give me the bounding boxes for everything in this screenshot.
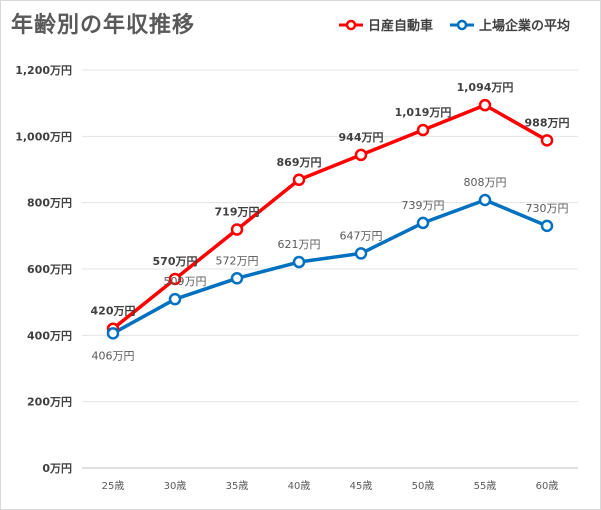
data-point-0 xyxy=(540,134,554,147)
y-tick-label: 200万円 xyxy=(27,396,72,409)
legend-label-nissan: 日産自動車 xyxy=(367,19,433,34)
data-point-1 xyxy=(478,193,492,207)
data-point-0 xyxy=(230,223,244,236)
data-label-1: 739万円 xyxy=(402,199,445,212)
data-point-1 xyxy=(168,292,182,306)
data-label-0: 570万円 xyxy=(153,255,198,268)
legend-item-average: 上場企業の平均 xyxy=(449,15,570,34)
y-tick-label: 1,000万円 xyxy=(15,130,72,143)
x-tick-label: 40歳 xyxy=(288,480,311,492)
data-label-0: 944万円 xyxy=(339,131,384,144)
data-label-0: 719万円 xyxy=(215,206,260,219)
x-tick-label: 25歳 xyxy=(102,480,125,492)
data-point-1 xyxy=(540,219,554,233)
x-tick-label: 55歳 xyxy=(474,480,497,492)
legend-label-average: 上場企業の平均 xyxy=(478,19,570,34)
data-label-1: 406万円 xyxy=(92,349,135,362)
data-label-0: 1,019万円 xyxy=(395,106,452,119)
data-point-0 xyxy=(168,272,182,286)
chart-legend: 日産自動車 上場企業の平均 xyxy=(338,15,570,34)
chart-title: 年齢別の年収推移 xyxy=(11,13,196,38)
data-label-1: 509万円 xyxy=(164,275,207,288)
data-label-0: 869万円 xyxy=(277,156,322,169)
y-tick-label: 600万円 xyxy=(27,263,72,276)
legend-item-nissan: 日産自動車 xyxy=(338,15,433,34)
data-label-0: 420万円 xyxy=(91,305,136,318)
legend-marker-nissan xyxy=(338,19,363,30)
x-tick-label: 35歳 xyxy=(226,480,249,492)
data-label-1: 572万円 xyxy=(216,254,259,267)
data-label-0: 988万円 xyxy=(525,116,570,129)
x-tick-label: 60歳 xyxy=(536,480,559,492)
data-point-1 xyxy=(354,247,368,260)
data-label-1: 621万円 xyxy=(278,238,321,251)
legend-marker-average xyxy=(449,19,474,30)
data-point-0 xyxy=(416,123,430,137)
data-label-0: 1,094万円 xyxy=(457,81,514,94)
y-tick-label: 0万円 xyxy=(42,462,72,475)
x-tick-label: 50歳 xyxy=(412,480,435,492)
data-point-1 xyxy=(292,255,306,269)
y-tick-label: 800万円 xyxy=(27,197,72,210)
data-label-1: 808万円 xyxy=(464,176,507,189)
data-label-1: 647万円 xyxy=(340,229,383,242)
series-line-1 xyxy=(112,198,548,335)
data-point-1 xyxy=(416,216,430,230)
data-point-1 xyxy=(106,327,120,340)
y-tick-label: 400万円 xyxy=(27,329,72,342)
data-point-0 xyxy=(292,173,306,187)
data-label-1: 730万円 xyxy=(526,202,569,215)
data-point-1 xyxy=(230,272,244,285)
y-tick-label: 1,200万円 xyxy=(15,64,72,77)
x-tick-label: 45歳 xyxy=(350,480,373,492)
series-line-0 xyxy=(111,103,548,331)
data-point-0 xyxy=(354,148,368,162)
x-tick-label: 30歳 xyxy=(164,480,187,492)
data-point-0 xyxy=(478,98,492,112)
